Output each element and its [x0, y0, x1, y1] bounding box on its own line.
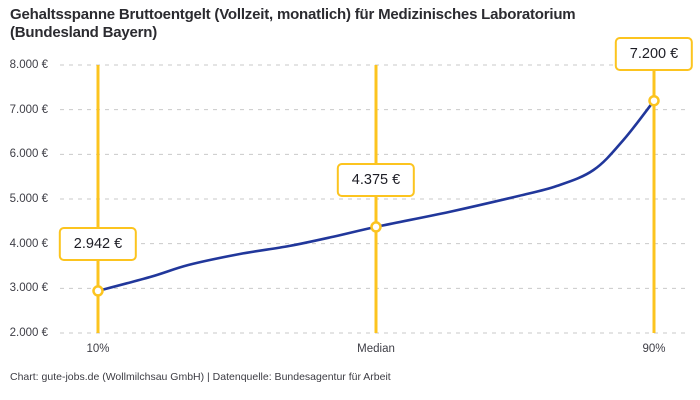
marker-point: [370, 221, 382, 233]
chart-credit-footer: Chart: gute-jobs.de (Wollmilchsau GmbH) …: [10, 371, 391, 383]
marker-value-label: 7.200 €: [629, 45, 679, 62]
y-axis-tick-label: 7.000 €: [9, 103, 48, 116]
marker-value-box-median: 4.375 €: [336, 162, 416, 197]
x-axis-tick-label-90pct: 90%: [642, 343, 666, 355]
chart-title-line-1: Gehaltsspanne Bruttoentgelt (Vollzeit, m…: [10, 6, 576, 23]
marker-value-label: 2.942 €: [73, 235, 123, 252]
marker-value-box-90pct: 7.200 €: [614, 36, 694, 71]
marker-point: [92, 285, 104, 297]
chart-title: Gehaltsspanne Bruttoentgelt (Vollzeit, m…: [10, 6, 692, 42]
y-axis-tick-label: 4.000 €: [9, 237, 48, 250]
marker-point: [648, 94, 660, 107]
y-axis-tick-label: 2.000 €: [9, 327, 48, 339]
y-axis-tick-label: 3.000 €: [9, 282, 48, 295]
marker-value-box-10pct: 2.942 €: [58, 226, 138, 261]
y-axis-tick-label: 6.000 €: [9, 148, 48, 161]
x-axis-tick-label-10pct: 10%: [86, 343, 110, 355]
x-axis-tick-label-median: Median: [357, 343, 395, 355]
y-axis-tick-label: 8.000 €: [9, 59, 48, 71]
y-axis-tick-label: 5.000 €: [9, 193, 48, 205]
chart-title-line-2: (Bundesland Bayern): [10, 24, 158, 41]
marker-value-label: 4.375 €: [351, 171, 401, 188]
